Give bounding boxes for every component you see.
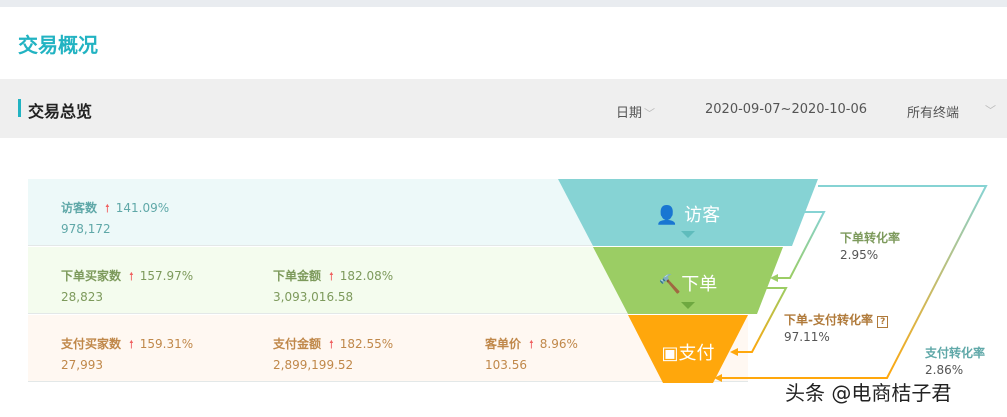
terminal-dropdown[interactable]: 所有终端 ﹀ [907, 102, 997, 121]
stage-label: 下单 [681, 274, 718, 295]
gavel-icon: 🔨 [658, 274, 682, 295]
terminal-label: 所有终端 [907, 106, 960, 121]
rate-label: 下单-支付转化率 [784, 313, 873, 327]
watermark: 头条 @电商桔子君 [785, 381, 952, 405]
metric: 下单金额 🠕 182.08% 3,093,016.58 [273, 267, 393, 304]
arrow-up-icon: 🠕 [329, 338, 334, 351]
rate-label: 下单转化率 [840, 231, 901, 245]
connector-visitor-pay [720, 185, 988, 379]
funnel-label-order: 🔨下单 [659, 270, 717, 296]
arrow-up-icon: 🠕 [529, 338, 534, 351]
metric-change: 157.97% [139, 269, 194, 283]
funnel-label-visitor: 👤 访客 [656, 201, 720, 227]
arrow-icon [714, 374, 722, 382]
down-arrow-icon [681, 231, 695, 238]
top-strip [0, 0, 1007, 7]
rate-pay: 支付转化率 2.86% [925, 344, 985, 377]
metric-label: 下单金额 [273, 269, 322, 283]
metric: 客单价 🠕 8.96% 103.56 [485, 335, 578, 372]
chevron-down-icon: ﹀ [644, 107, 656, 120]
metric-change: 8.96% [539, 337, 578, 351]
chevron-down-icon: ﹀ [985, 104, 996, 117]
metric-label: 下单买家数 [61, 269, 122, 283]
metric-change: 141.09% [115, 201, 170, 215]
metric: 支付买家数 🠕 159.31% 27,993 [61, 335, 193, 372]
connector-order-pay [736, 287, 788, 353]
metric-change: 182.55% [339, 337, 394, 351]
stage-label: 访客 [684, 205, 721, 226]
down-arrow-icon [681, 302, 695, 309]
funnel-stage-order[interactable] [593, 247, 783, 314]
rate-value: 2.86% [925, 363, 964, 377]
section-header: 交易总览 日期 ﹀ 2020-09-07~2020-10-06 所有终端 ﹀ [0, 79, 1007, 138]
metric-change: 182.08% [339, 269, 394, 283]
arrow-icon [730, 348, 738, 356]
metric-row: 支付买家数 🠕 159.31% 27,993 支付金额 🠕 182.55% 2,899,199… [28, 315, 748, 382]
metric: 支付金额 🠕 182.55% 2,899,199.52 [273, 335, 393, 372]
metric-value: 28,823 [61, 290, 103, 304]
funnel-stage-pay[interactable] [628, 315, 748, 383]
metric: 下单买家数 🠕 157.97% 28,823 [61, 267, 193, 304]
date-dropdown[interactable]: 日期 ﹀ [616, 102, 655, 121]
stage-label: 支付 [678, 343, 715, 364]
arrow-up-icon: 🠕 [129, 338, 134, 351]
metric-label: 支付买家数 [61, 337, 122, 351]
date-range[interactable]: 2020-09-07~2020-10-06 [705, 102, 867, 117]
accent-marker [18, 99, 21, 117]
arrow-icon [770, 274, 778, 282]
page-title: 交易概况 [18, 33, 98, 57]
arrow-up-icon: 🠕 [129, 270, 134, 283]
funnel-stage-visitor[interactable] [558, 179, 818, 246]
arrow-up-icon: 🠕 [105, 202, 110, 215]
rate-order-pay: 下单-支付转化率 ? 97.11% [784, 311, 889, 344]
section-title: 交易总览 [28, 102, 93, 121]
rate-order: 下单转化率 2.95% [840, 229, 900, 262]
metric-value: 3,093,016.58 [273, 290, 354, 304]
metric-label: 客单价 [485, 337, 522, 351]
funnel-label-pay: ▣支付 [661, 339, 714, 365]
metric-value: 2,899,199.52 [273, 358, 354, 372]
date-label: 日期 [616, 106, 643, 121]
metric-change: 159.31% [139, 337, 194, 351]
connector-visitor-order [776, 211, 826, 279]
rate-value: 97.11% [784, 330, 830, 344]
arrow-up-icon: 🠕 [329, 270, 334, 283]
rate-value: 2.95% [840, 248, 879, 262]
user-icon: 👤 [655, 205, 679, 226]
metric: 访客数 🠕 141.09% 978,172 [61, 199, 169, 236]
metric-label: 支付金额 [273, 337, 322, 351]
wallet-icon: ▣ [661, 343, 679, 364]
metric-value: 103.56 [485, 358, 527, 372]
metric-label: 访客数 [61, 201, 98, 215]
help-icon[interactable]: ? [877, 316, 889, 328]
metric-value: 978,172 [61, 222, 111, 236]
metric-value: 27,993 [61, 358, 103, 372]
rate-label: 支付转化率 [925, 346, 986, 360]
